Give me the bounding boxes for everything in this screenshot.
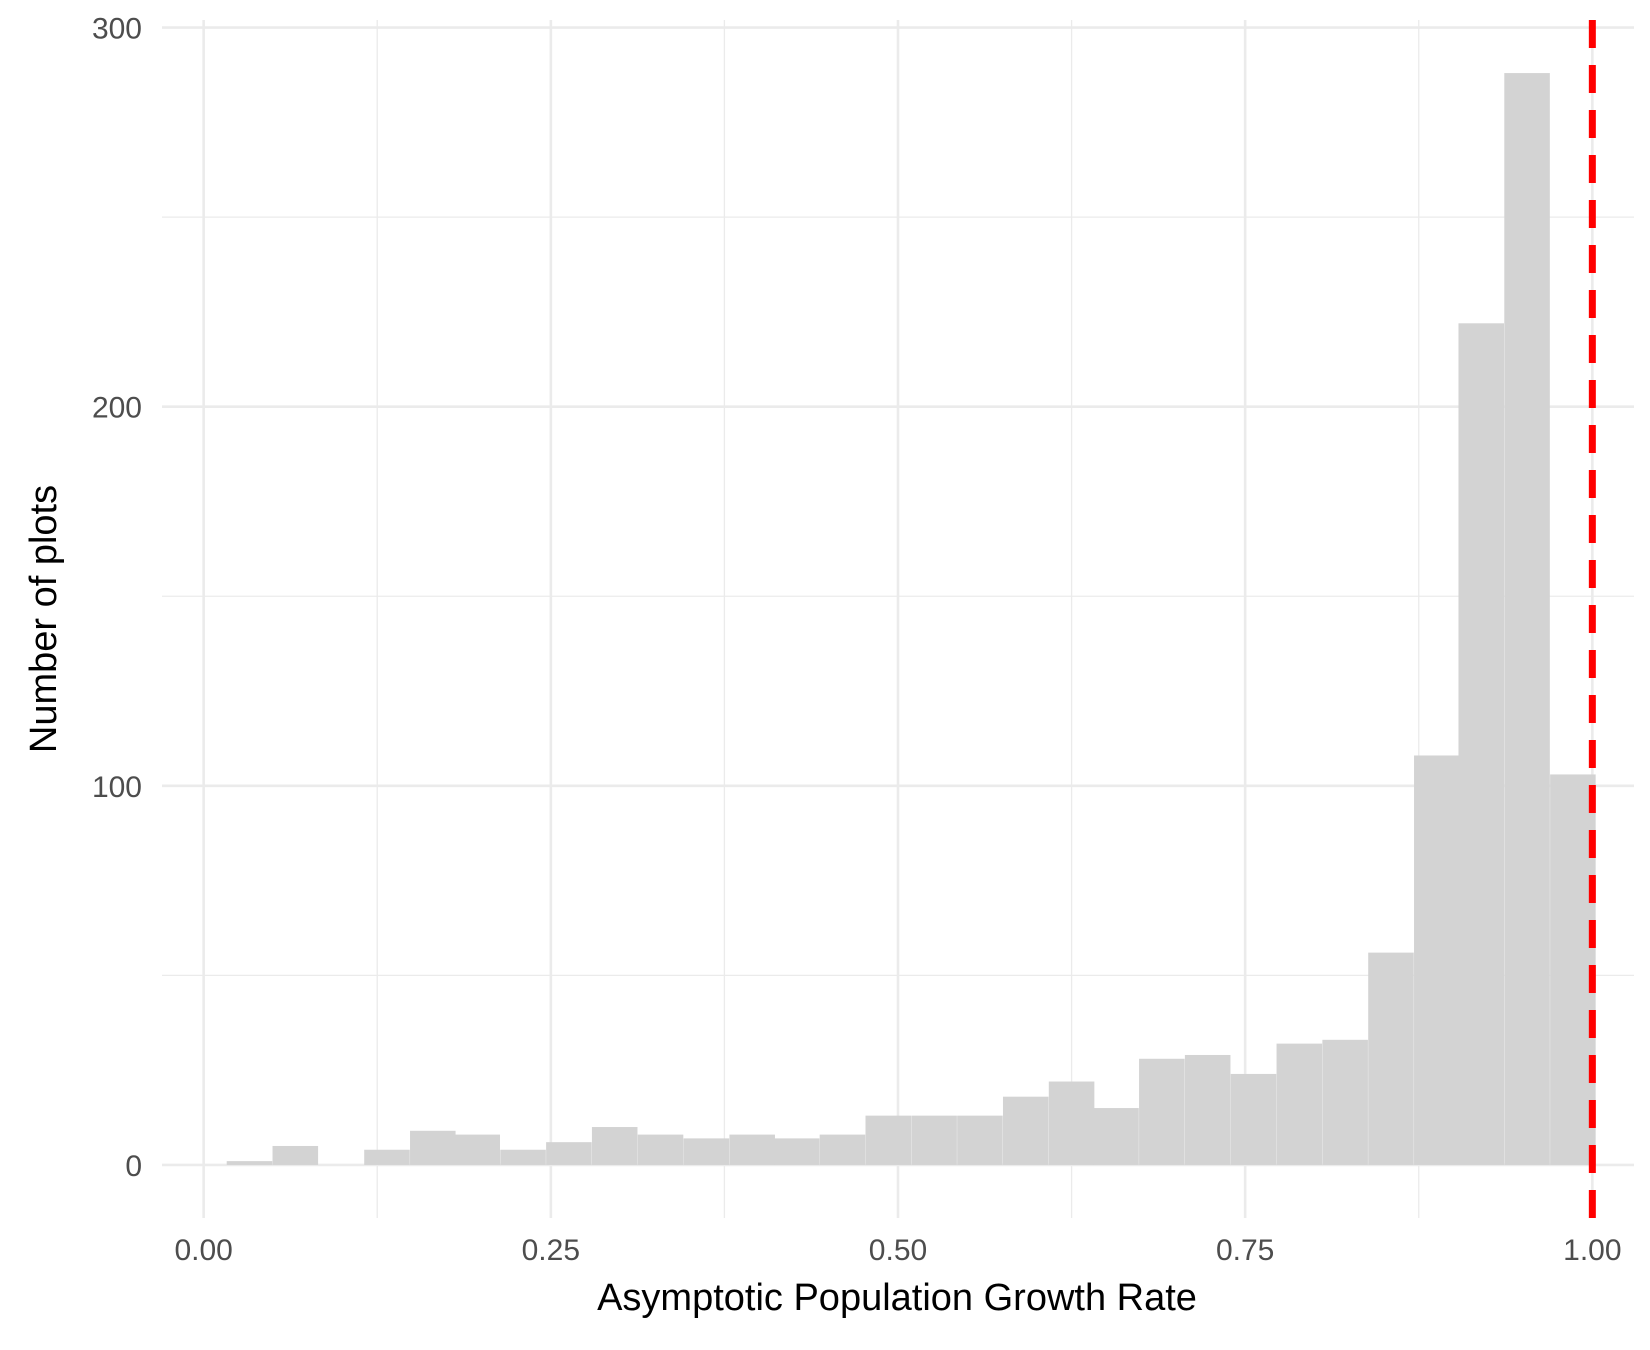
histogram-bar <box>683 1138 730 1165</box>
histogram-bar <box>957 1115 1003 1165</box>
x-tick-label: 0.50 <box>869 1234 927 1267</box>
y-tick-label: 200 <box>92 392 142 425</box>
histogram-bar <box>1458 323 1505 1165</box>
histogram-bar <box>911 1115 957 1165</box>
y-tick-label: 0 <box>125 1150 142 1183</box>
histogram-bar <box>1093 1108 1139 1165</box>
y-tick-label: 100 <box>92 771 142 804</box>
histogram-bar <box>226 1161 273 1165</box>
histogram-bar <box>591 1127 638 1165</box>
tick-label-layer: 0.00 0.25 0.50 0.75 1.00 0 100 200 300 <box>92 13 1622 1267</box>
histogram-bar <box>1184 1054 1231 1165</box>
histogram-bar <box>1504 73 1550 1165</box>
histogram-bar <box>1048 1081 1095 1165</box>
histogram-bar <box>1002 1096 1049 1165</box>
x-tick-label: 0.75 <box>1216 1234 1274 1267</box>
histogram-bar <box>410 1130 456 1165</box>
histogram-bar <box>454 1134 501 1165</box>
y-axis-title: Number of plots <box>23 485 65 753</box>
histogram-bar <box>729 1134 775 1165</box>
histogram-bar <box>1550 774 1596 1165</box>
histogram-bar <box>1276 1043 1323 1165</box>
histogram-bar <box>773 1138 820 1165</box>
histogram-bar <box>865 1115 912 1165</box>
x-tick-label: 0.25 <box>522 1234 580 1267</box>
y-tick-label: 300 <box>92 13 142 46</box>
histogram-bar <box>819 1134 866 1165</box>
histogram-bar <box>1414 755 1460 1165</box>
histogram-bar <box>500 1149 546 1165</box>
histogram-bar <box>1139 1058 1185 1165</box>
histogram-bar <box>364 1149 410 1165</box>
histogram-bar <box>1368 952 1414 1165</box>
x-tick-label: 0.00 <box>174 1234 232 1267</box>
x-axis-title: Asymptotic Population Growth Rate <box>597 1277 1197 1319</box>
histogram-bar <box>637 1134 684 1165</box>
histogram-bar <box>546 1142 592 1165</box>
x-tick-label: 1.00 <box>1563 1234 1621 1267</box>
bar-layer <box>226 73 1596 1165</box>
histogram-bar <box>272 1145 319 1165</box>
histogram-bar <box>1322 1039 1368 1165</box>
histogram-bar <box>1230 1073 1277 1165</box>
